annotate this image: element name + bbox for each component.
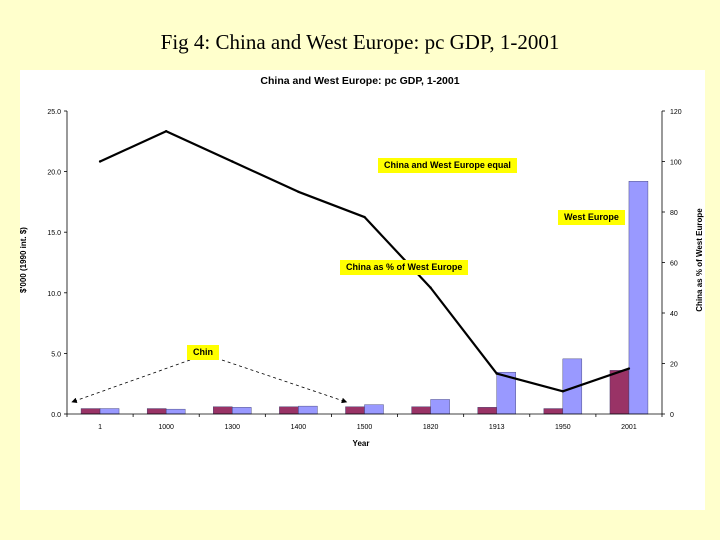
gdp-chart: China and West Europe: pc GDP, 1-2001 0.… <box>20 75 704 448</box>
west-europe-annotation: West Europe <box>558 210 625 225</box>
y2-tick-label: 0 <box>670 412 674 419</box>
china-bar <box>411 406 431 415</box>
ratio-point <box>627 367 631 370</box>
x-tick-label: 1300 <box>224 424 240 431</box>
callout-arrow-1500 <box>221 359 348 404</box>
ratio-point <box>231 160 234 163</box>
y-tick-label: 25.0 <box>47 109 61 116</box>
y2-tick-label: 40 <box>670 311 678 318</box>
y2-tick-label: 80 <box>670 210 678 217</box>
x-axis-label: Year <box>353 439 370 448</box>
y-tick-label: 5.0 <box>51 351 61 358</box>
x-tick-label: 1400 <box>291 424 307 431</box>
x-tick-label: 1500 <box>357 424 373 431</box>
x-tick-label: 1950 <box>555 424 571 431</box>
y2-tick-label: 100 <box>670 160 682 167</box>
ratio-point <box>429 286 432 289</box>
ratio-point <box>561 390 565 393</box>
x-tick-label: 2001 <box>621 424 637 431</box>
west-europe-bar <box>364 404 384 415</box>
y2-tick-label: 120 <box>670 109 682 116</box>
chart-panel: China and West Europe: pc GDP, 1-2001 0.… <box>20 70 705 510</box>
ratio-point <box>164 130 168 133</box>
y-tick-label: 20.0 <box>47 170 61 177</box>
china-bar <box>213 406 233 415</box>
china-annotation: Chin <box>187 345 219 360</box>
y-tick-label: 10.0 <box>47 291 61 298</box>
ratio-point <box>495 372 498 375</box>
x-tick-label: 1913 <box>489 424 505 431</box>
callout-arrow-1 <box>71 359 191 404</box>
china-bar <box>146 408 167 415</box>
y2-axis-label: China as % of West Europe <box>695 208 704 312</box>
x-tick-label: 1 <box>98 424 102 431</box>
ratio-point <box>363 215 366 219</box>
y2-tick-label: 20 <box>670 362 678 369</box>
ratio-annotation: China as % of West Europe <box>340 260 469 275</box>
y2-tick-label: 60 <box>670 261 678 268</box>
west-europe-bar <box>628 181 649 415</box>
ratio-point <box>297 190 300 193</box>
chart-title: China and West Europe: pc GDP, 1-2001 <box>260 75 459 87</box>
x-tick-label: 1000 <box>158 424 174 431</box>
equal-annotation: China and West Europe equal <box>378 158 517 173</box>
china-bar <box>477 407 497 415</box>
west-europe-bar <box>430 399 450 415</box>
ratio-point <box>98 160 102 163</box>
china-callout-arrows <box>71 359 348 404</box>
china-bar <box>279 406 299 415</box>
west-europe-bar <box>298 405 318 415</box>
china-bar <box>345 406 365 415</box>
west-europe-bar <box>232 407 252 415</box>
west-europe-bar <box>99 408 120 415</box>
y-tick-label: 15.0 <box>47 230 61 237</box>
x-tick-label: 1820 <box>423 424 439 431</box>
china-bar <box>80 408 101 415</box>
west-europe-bar <box>165 408 186 415</box>
y-tick-label: 0.0 <box>51 412 61 419</box>
china-bar <box>543 408 564 415</box>
slide-title: Fig 4: China and West Europe: pc GDP, 1-… <box>160 30 560 54</box>
y-axis-label: $'000 (1990 int. $) <box>20 227 28 293</box>
china-bar <box>609 370 630 415</box>
